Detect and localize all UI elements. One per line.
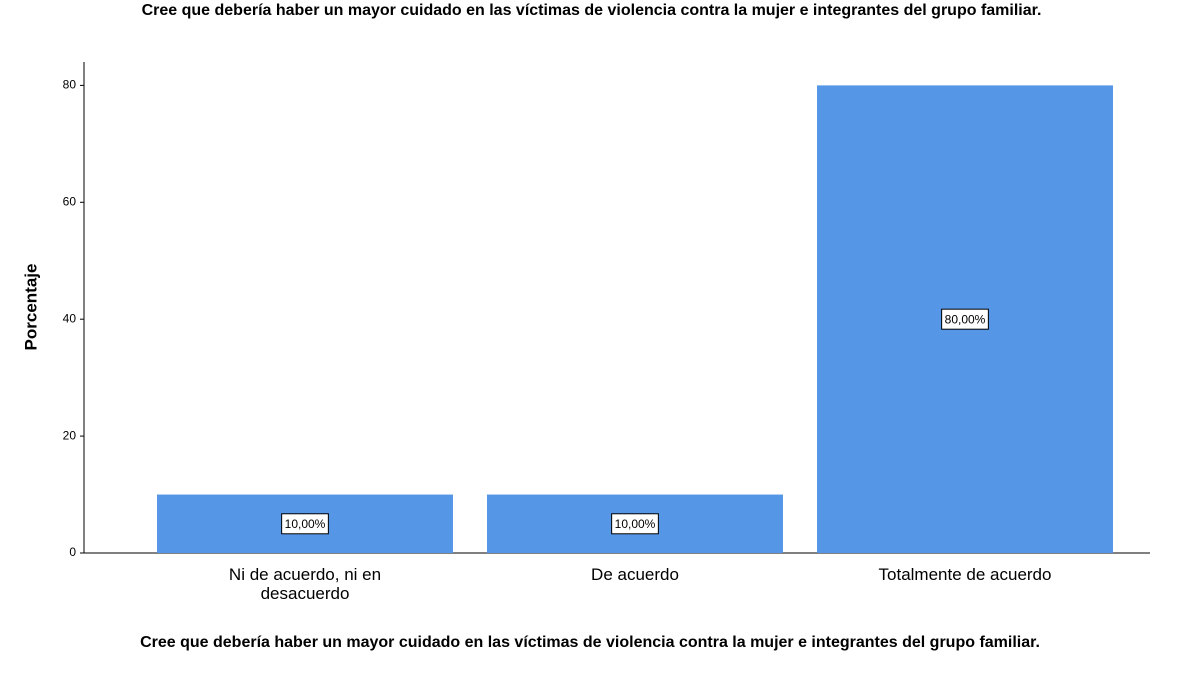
value-label-box [281,513,329,535]
value-label: 10,00% [615,517,656,531]
value-label: 80,00% [945,312,986,326]
x-axis-label: Cree que debería haber un mayor cuidado … [140,634,1040,651]
value-label-box [611,513,659,535]
y-tick-label: 0 [69,545,76,559]
y-tick-label: 60 [63,194,77,208]
x-tick-label: Totalmente de acuerdo [878,565,1052,584]
y-axis-label: Porcentaje [21,264,40,351]
x-tick-label: Ni de acuerdo, ni en desacuerdo [228,565,382,603]
y-tick-label: 20 [63,428,77,442]
x-tick-label: De acuerdo [591,565,679,584]
y-tick-label: 40 [63,311,77,325]
chart-title: Cree que debería haber un mayor cuidado … [141,2,1042,19]
value-label-box [941,308,989,330]
y-tick-label: 80 [63,78,77,92]
value-label: 10,00% [285,517,326,531]
